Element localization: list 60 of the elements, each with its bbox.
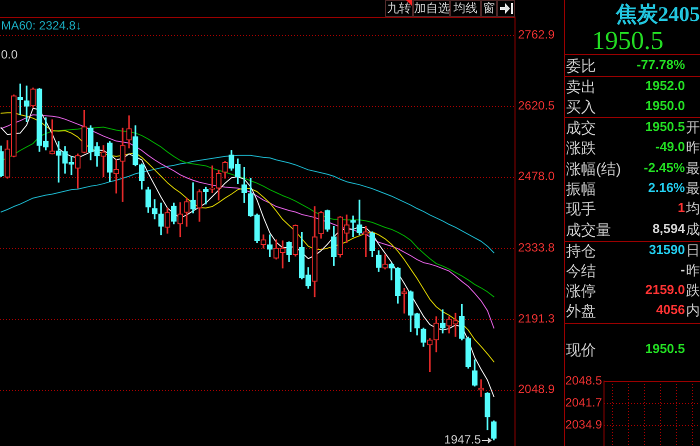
y-tick-label: 2762.9	[518, 28, 556, 42]
y-tick-label: 2191.3	[518, 311, 556, 326]
text: 1950.0	[645, 98, 685, 115]
text: 买入	[566, 98, 596, 116]
text: 焦炭2405	[616, 2, 700, 26]
text: 委比	[566, 57, 596, 75]
text: 现手	[566, 200, 596, 218]
text: -49.0	[655, 139, 685, 156]
text: 成	[686, 221, 700, 239]
text: 涨停	[566, 282, 596, 300]
text: 今结	[566, 262, 596, 280]
text: 2.16%	[648, 180, 685, 197]
toolbar-button[interactable]: 均线	[450, 0, 481, 17]
text: 成交	[566, 119, 596, 137]
y-tick-label: 2048.9	[518, 382, 556, 396]
toolbar-button[interactable]: 加自选	[413, 0, 450, 17]
text: 昨	[686, 139, 700, 157]
y-tick-label: 2478.0	[518, 169, 556, 184]
text: 2159.0	[645, 282, 685, 299]
candlestick	[100, 145, 106, 178]
toolbar-button[interactable]: 窗	[481, 0, 497, 17]
text: -	[680, 262, 685, 279]
text: 外盘	[566, 302, 596, 320]
y-tick-label: 2048.5	[565, 373, 602, 388]
text: 涨跌	[566, 139, 596, 157]
y-tick-label: 2333.8	[518, 240, 556, 255]
text: 1950.5	[645, 119, 685, 136]
text: 跌	[686, 282, 700, 300]
text: 最	[686, 160, 700, 178]
text: 卖出	[566, 78, 596, 96]
toolbar-button[interactable]: 九转	[385, 0, 413, 17]
text: 日	[686, 242, 700, 260]
text: 1	[678, 200, 685, 217]
text: 成交量	[566, 221, 611, 239]
text: 1950.5	[645, 341, 685, 358]
candlestick	[356, 200, 362, 236]
text: 4056	[656, 302, 685, 319]
y-tick-label: 2620.5	[518, 98, 556, 112]
toolbar-button[interactable]	[497, 0, 515, 17]
text: 8,594	[652, 221, 685, 238]
text: 31590	[648, 242, 685, 259]
text: 持仓	[566, 242, 596, 260]
candlestick	[388, 262, 394, 280]
text: 涨幅(结)	[566, 160, 621, 178]
text: 现价	[566, 341, 596, 359]
text: 内	[686, 302, 700, 320]
text: 最	[686, 180, 700, 198]
text: -77.78%	[636, 57, 685, 74]
text: 开	[686, 119, 700, 137]
y-tick-label: 2034.9	[565, 418, 602, 432]
text: 昨	[686, 262, 700, 280]
text: 1950.5	[592, 26, 664, 55]
y-tick-label: 2041.7	[565, 396, 602, 410]
text: 1952.0	[645, 78, 685, 95]
text: MA60: 2324.8↓	[1, 18, 82, 32]
text: 振幅	[566, 180, 596, 198]
text: 均	[686, 200, 700, 218]
text: -2.45%	[644, 160, 685, 177]
annotation: 0.0	[1, 47, 18, 62]
annotation: 1947.5	[444, 432, 482, 446]
